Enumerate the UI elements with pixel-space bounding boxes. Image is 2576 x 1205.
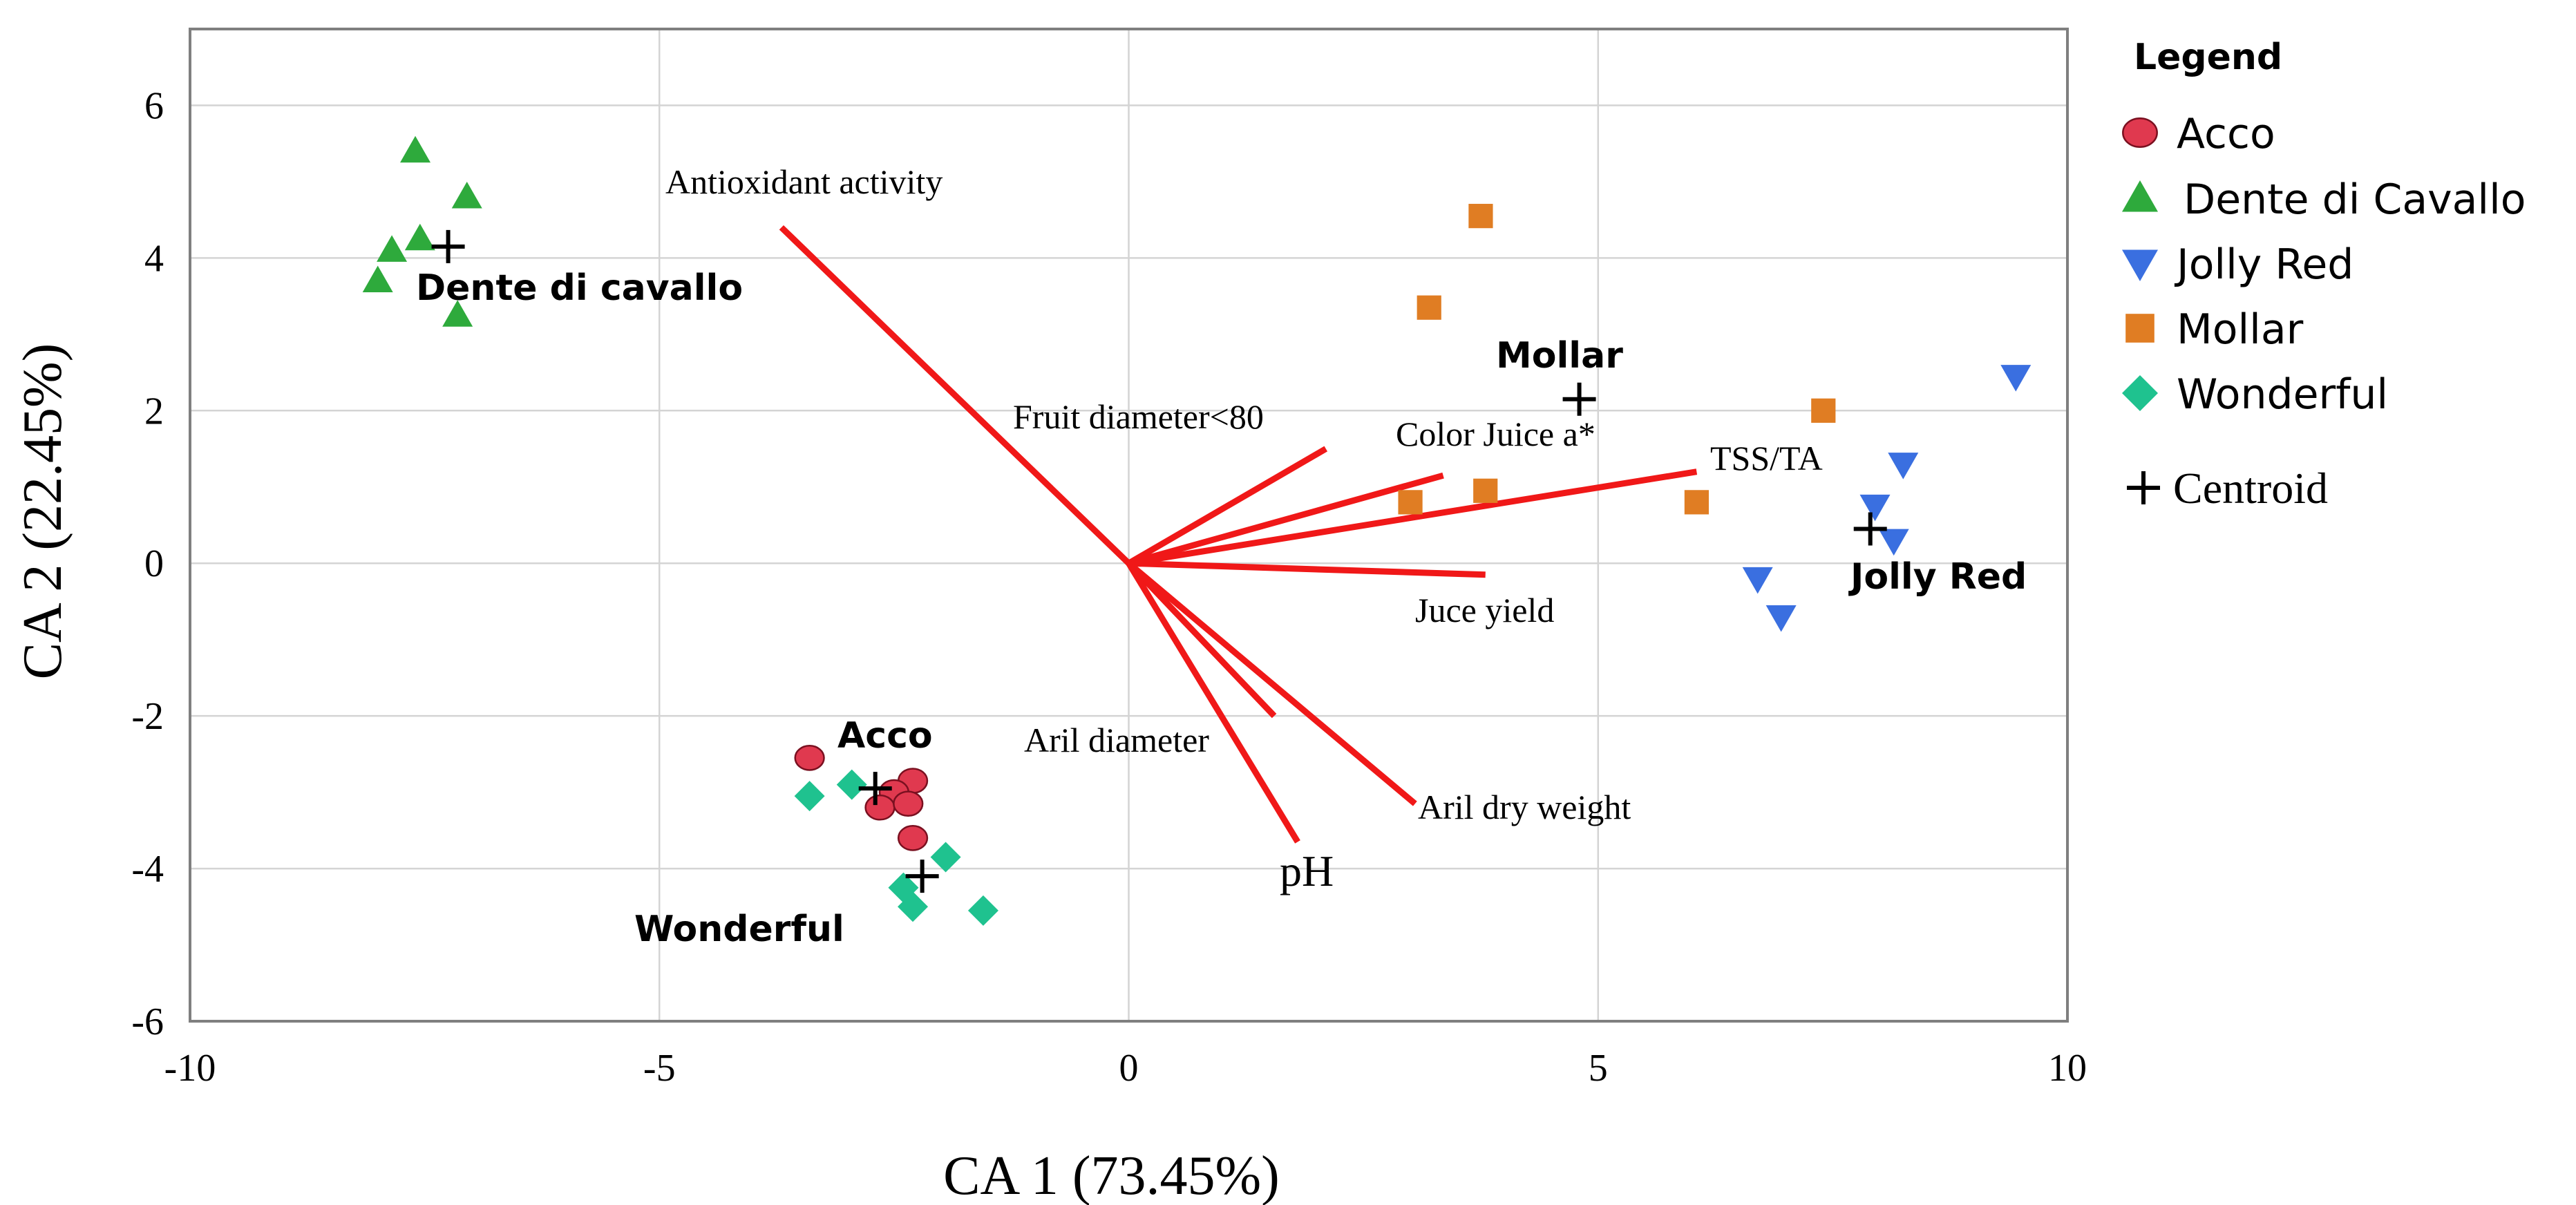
vector-label-aril-dry-weight: Aril dry weight — [1418, 788, 1631, 826]
vector-antioxidant-activity — [779, 225, 1131, 566]
point-mollar — [1468, 204, 1493, 229]
tick-labels: -10 -5 0 5 10 -6 -4 -2 0 2 4 6 — [131, 84, 2087, 1090]
legend-marker-acco — [2122, 117, 2158, 149]
group-label-jolly-red: Jolly Red — [1848, 556, 2027, 598]
x-tick-label: -10 — [164, 1047, 216, 1090]
vector-label-antioxidant-activity: Antioxidant activity — [665, 162, 943, 201]
point-jolly-red — [1878, 529, 1909, 556]
x-tick-label: 5 — [1589, 1047, 1608, 1090]
vector-color-juice-a — [1128, 472, 1444, 567]
point-mollar — [1398, 490, 1423, 515]
group-centroids — [431, 229, 1887, 893]
y-tick-label: 2 — [144, 390, 164, 433]
point-wonderful — [794, 781, 825, 812]
plot-frame — [189, 28, 2069, 1023]
vector-label-aril-diameter: Aril diameter — [1024, 721, 1209, 759]
centroid-dente-di-cavallo — [431, 229, 465, 263]
legend-marker-dente-di-cavallo — [2122, 180, 2158, 212]
group-label-mollar: Mollar — [1496, 335, 1623, 377]
point-jolly-red — [1742, 567, 1773, 594]
vector-label-color-juice-a: Color Juice a* — [1396, 415, 1595, 453]
point-jolly-red — [1888, 453, 1919, 480]
point-wonderful — [967, 895, 998, 926]
point-acco — [893, 790, 924, 817]
legend-title: Legend — [2134, 37, 2282, 78]
point-jolly-red — [2000, 365, 2032, 392]
y-axis-title: CA 2 (22.45%) — [12, 343, 73, 680]
point-mollar — [1684, 490, 1709, 515]
point-wonderful — [836, 769, 867, 800]
vector-label-fruit-diameter-80: Fruit diameter<80 — [1013, 397, 1264, 436]
point-mollar — [1811, 398, 1836, 423]
point-jolly-red — [1859, 494, 1891, 522]
vector-juce-yield — [1128, 560, 1486, 578]
centroid-mollar — [1562, 382, 1596, 416]
vector-label-ph: pH — [1280, 846, 1334, 895]
grid-lines — [189, 29, 2069, 1023]
centroid-wonderful — [905, 860, 939, 893]
group-labels: Acco Dente di cavallo Jolly Red Mollar Wonde… — [416, 267, 2027, 950]
point-dente-di-cavallo — [442, 300, 473, 327]
legend-label-jolly-red: Jolly Red — [2174, 240, 2354, 289]
legend-marker-wonderful — [2122, 375, 2158, 411]
legend-label-wonderful: Wonderful — [2177, 370, 2388, 419]
vector-aril-dry-weight — [1126, 560, 1417, 806]
point-acco — [864, 794, 896, 821]
legend-marker-jolly-red — [2122, 249, 2158, 281]
point-wonderful — [930, 842, 961, 873]
legend-centroid-marker — [2127, 471, 2160, 504]
y-tick-label: 6 — [144, 84, 164, 127]
vector-aril-diameter — [1126, 561, 1277, 719]
legend: Legend Acco Dente di Cavallo Jolly Red Moll… — [2122, 37, 2526, 513]
x-tick-label: 10 — [2048, 1047, 2087, 1090]
point-wonderful — [898, 891, 929, 922]
legend-marker-mollar — [2125, 314, 2154, 343]
variable-vectors: Antioxidant activity Fruit diameter<80 Col… — [665, 162, 1823, 895]
group-label-dente-di-cavallo: Dente di cavallo — [416, 267, 743, 309]
legend-label-mollar: Mollar — [2177, 305, 2304, 354]
group-label-wonderful: Wonderful — [634, 909, 844, 950]
y-tick-label: 0 — [144, 542, 164, 585]
vector-fruit-diameter-80 — [1127, 446, 1328, 567]
observation-points — [362, 135, 2032, 926]
point-dente-di-cavallo — [404, 223, 435, 251]
vector-label-juce-yield: Juce yield — [1415, 591, 1554, 629]
y-tick-label: -6 — [131, 1000, 164, 1043]
x-tick-label: 0 — [1119, 1047, 1139, 1090]
legend-label-acco: Acco — [2177, 110, 2275, 158]
point-acco — [897, 825, 929, 851]
vector-tss-ta — [1128, 468, 1698, 567]
point-dente-di-cavallo — [362, 265, 393, 293]
point-dente-di-cavallo — [400, 135, 431, 163]
point-mollar — [1417, 295, 1441, 320]
legend-label-centroid: Centroid — [2173, 464, 2328, 513]
point-dente-di-cavallo — [377, 235, 408, 262]
x-axis-title: CA 1 (73.45%) — [943, 1146, 1280, 1205]
centroid-acco — [858, 772, 892, 806]
vector-label-tss-ta: TSS/TA — [1710, 439, 1823, 477]
vector-ph — [1126, 561, 1300, 844]
group-label-acco: Acco — [837, 715, 933, 757]
point-acco — [794, 745, 825, 771]
point-jolly-red — [1765, 605, 1797, 632]
y-tick-label: -2 — [131, 695, 164, 738]
point-dente-di-cavallo — [451, 182, 482, 209]
point-mollar — [1473, 478, 1498, 503]
x-tick-label: -5 — [643, 1047, 676, 1090]
centroid-jolly-red — [1853, 512, 1887, 546]
y-tick-label: -4 — [131, 848, 164, 891]
y-tick-label: 4 — [144, 237, 164, 280]
legend-label-dente-di-cavallo: Dente di Cavallo — [2184, 175, 2526, 224]
